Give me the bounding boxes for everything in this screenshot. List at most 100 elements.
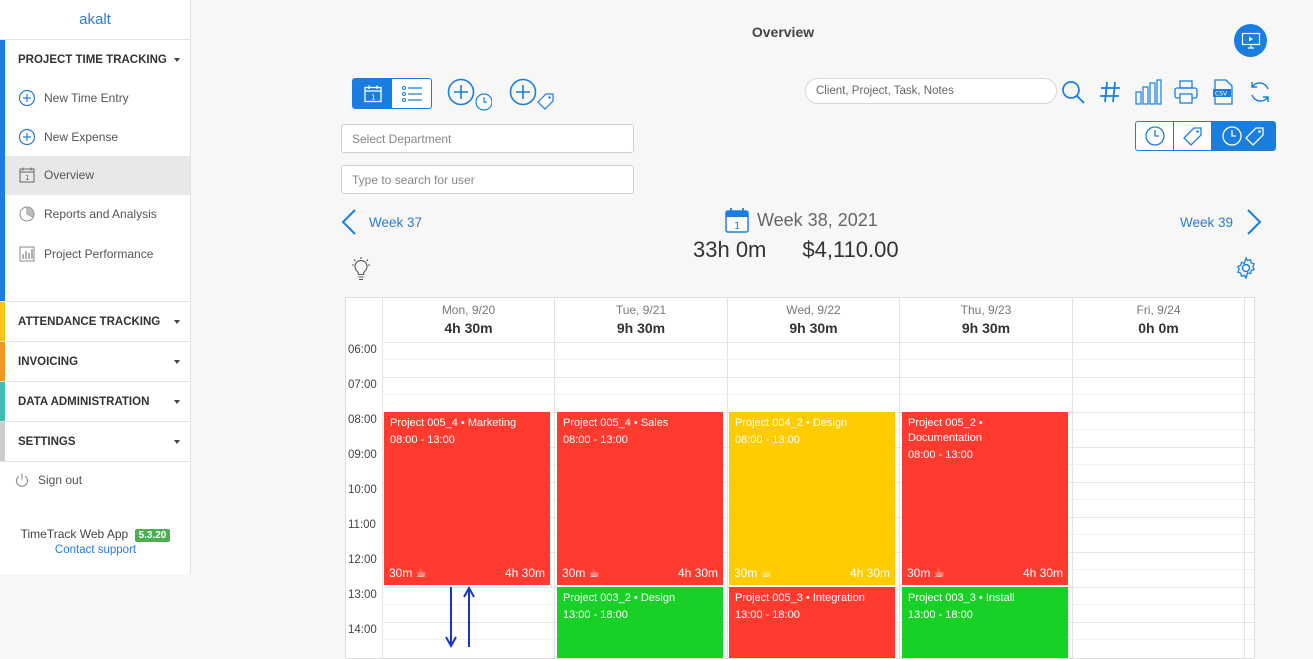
calendar-icon: 1 (18, 166, 36, 184)
calendar-view-button[interactable]: 1 (353, 79, 392, 108)
list-icon (401, 85, 422, 102)
lightbulb-icon[interactable] (350, 256, 372, 287)
day-total: 9h 30m (789, 320, 838, 336)
coffee-cup-icon: ☕ (415, 566, 427, 580)
entry-time: 08:00 - 13:00 (735, 434, 800, 446)
csv-file-icon: CSV (1213, 79, 1233, 105)
section-label: ATTENDANCE TRACKING (18, 315, 161, 328)
chevron-left-icon (341, 209, 356, 235)
add-expense-button[interactable] (508, 76, 554, 112)
app-version: TimeTrack Web App 5.3.20 (0, 527, 191, 542)
total-hours: 33h 0m (693, 237, 767, 262)
refresh-icon (1251, 82, 1269, 102)
section-header-attendance-tracking[interactable]: ATTENDANCE TRACKING (0, 302, 190, 341)
day-name: Tue, 9/21 (615, 303, 667, 317)
export-csv-button[interactable]: CSV (1209, 78, 1237, 106)
caret-down-icon (174, 319, 180, 324)
user-search-input[interactable]: Type to search for user (341, 165, 634, 194)
break-info: 30m ☕ (562, 566, 599, 580)
total-amount: $4,110.00 (802, 237, 899, 262)
entry-type-filter (1135, 121, 1276, 151)
department-select[interactable]: Select Department (341, 124, 634, 153)
day-name: Mon, 9/20 (441, 303, 496, 317)
resize-arrows-icon[interactable] (443, 585, 477, 656)
time-and-expenses-filter[interactable] (1212, 122, 1275, 150)
sign-out-label: Sign out (38, 473, 83, 487)
time-entry-block[interactable]: Project 005_3 • Integration 13:00 - 18:0… (729, 587, 895, 658)
day-total: 0h 0m (1138, 320, 1179, 336)
time-entry-block[interactable]: Project 003_3 • Install 13:00 - 18:00 (902, 587, 1068, 658)
section-header-project-time-tracking[interactable]: PROJECT TIME TRACKING (0, 40, 190, 79)
hour-label: 06:00 (348, 344, 377, 356)
sidebar-item-label: New Time Entry (44, 91, 129, 106)
section-label: DATA ADMINISTRATION (18, 395, 150, 408)
pie-chart-icon (18, 205, 36, 223)
tag-icon (1182, 127, 1202, 146)
previous-week-label: Week 37 (369, 214, 423, 230)
bar-chart-icon (1135, 79, 1162, 105)
section-settings: SETTINGS (0, 422, 190, 462)
time-entry-block[interactable]: Project 004_2 • Design 08:00 - 13:00 30m… (729, 412, 895, 585)
chart-button[interactable] (1134, 78, 1162, 106)
time-entry-block[interactable]: Project 005_4 • Marketing 08:00 - 13:00 … (384, 412, 550, 585)
calendar-settings-button[interactable] (1234, 256, 1258, 285)
previous-week-link[interactable]: Week 37 (340, 208, 422, 236)
contact-support-link[interactable]: Contact support (54, 544, 137, 556)
entry-duration: 4h 30m (849, 566, 890, 580)
entry-title: Project 003_3 • Install (908, 592, 1015, 604)
section-header-data-administration[interactable]: DATA ADMINISTRATION (0, 382, 190, 421)
section-project-time-tracking: PROJECT TIME TRACKING New Time Entry New… (0, 40, 190, 302)
time-entry-block[interactable]: Project 005_2 • Documentation 08:00 - 13… (902, 412, 1068, 585)
chevron-right-icon (1247, 209, 1262, 235)
entry-duration: 4h 30m (504, 566, 545, 580)
add-time-entry-button[interactable] (446, 76, 493, 112)
brand-name[interactable]: akalt (0, 0, 190, 40)
sidebar-item-project-performance[interactable]: Project Performance (0, 233, 190, 275)
hashtag-icon (1100, 81, 1120, 103)
sign-out-link[interactable]: Sign out (14, 472, 82, 488)
search-button[interactable] (1059, 78, 1087, 106)
expenses-filter[interactable] (1174, 122, 1213, 150)
break-duration: 30m (389, 566, 413, 580)
day-name: Wed, 9/22 (786, 303, 841, 317)
sidebar-item-new-time-entry[interactable]: New Time Entry (0, 79, 190, 118)
clock-tag-icon (1221, 126, 1264, 146)
hour-label: 11:00 (348, 519, 376, 531)
list-view-button[interactable] (392, 79, 431, 108)
time-entry-block[interactable]: Project 005_4 • Sales 08:00 - 13:00 30m … (557, 412, 723, 585)
sidebar-item-reports[interactable]: Reports and Analysis (0, 195, 190, 234)
sidebar-item-label: New Expense (44, 129, 119, 144)
section-data-administration: DATA ADMINISTRATION (0, 382, 190, 422)
plus-clock-icon (447, 78, 493, 111)
svg-text:1: 1 (371, 93, 375, 101)
time-entries-filter[interactable] (1136, 122, 1175, 150)
day-name: Thu, 9/23 (960, 303, 1012, 317)
entry-time: 13:00 - 18:00 (735, 609, 800, 621)
entry-time: 08:00 - 13:00 (908, 449, 973, 461)
break-info: 30m ☕ (734, 566, 771, 580)
next-week-link[interactable]: Week 39 (1180, 208, 1263, 236)
video-help-button[interactable] (1234, 24, 1267, 57)
print-button[interactable] (1172, 78, 1200, 106)
day-header-wed: Wed, 9/22 9h 30m (728, 298, 899, 342)
search-input[interactable]: Client, Project, Task, Notes (805, 78, 1057, 104)
time-entry-block[interactable]: Project 003_2 • Design 13:00 - 18:00 (557, 587, 723, 658)
sidebar-item-new-expense[interactable]: New Expense (0, 118, 190, 157)
hashtag-button[interactable] (1096, 78, 1124, 106)
hour-label: 13:00 (348, 589, 377, 601)
entry-time: 13:00 - 18:00 (563, 609, 628, 621)
section-header-settings[interactable]: SETTINGS (0, 422, 190, 461)
hour-label: 08:00 (348, 414, 377, 426)
refresh-button[interactable] (1246, 78, 1274, 106)
section-header-invoicing[interactable]: INVOICING (0, 342, 190, 381)
sidebar-item-overview[interactable]: 1 Overview (0, 156, 190, 195)
entry-title: Project 005_2 • Documentation (908, 417, 983, 444)
coffee-cup-icon: ☕ (760, 566, 772, 580)
break-info: 30m ☕ (907, 566, 944, 580)
day-total: 4h 30m (444, 320, 493, 336)
section-attendance-tracking: ATTENDANCE TRACKING (0, 302, 190, 342)
entry-title: Project 003_2 • Design (563, 592, 676, 604)
break-duration: 30m (562, 566, 586, 580)
plus-circle-icon (18, 89, 36, 107)
break-info: 30m ☕ (389, 566, 426, 580)
